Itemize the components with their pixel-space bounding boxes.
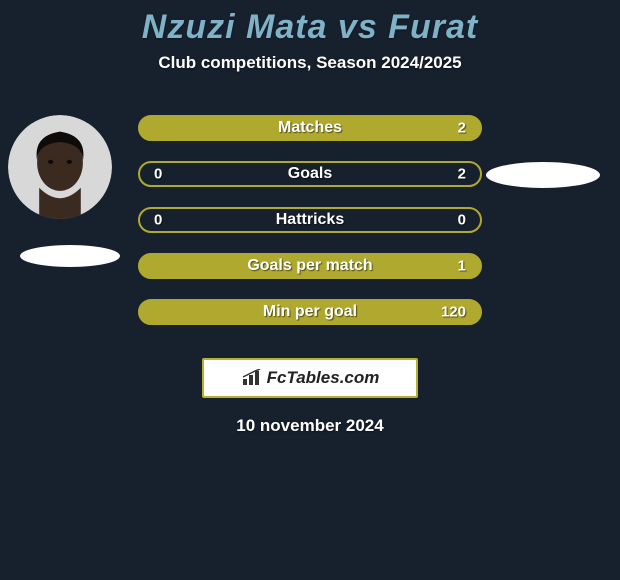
stats-area: Matches 2 Goals 0 2 Hattricks 0 0 Goals per matc… xyxy=(0,115,620,330)
stat-value-right: 2 xyxy=(458,120,466,137)
stat-rows: Matches 2 Goals 0 2 Hattricks 0 0 Goals per matc… xyxy=(138,115,482,345)
stat-row: Min per goal 120 xyxy=(138,299,482,325)
avatar-left-svg xyxy=(8,115,112,219)
stat-row: Hattricks 0 0 xyxy=(138,207,482,233)
stat-label: Goals per match xyxy=(247,257,372,275)
subtitle: Club competitions, Season 2024/2025 xyxy=(0,53,620,73)
stat-row: Matches 2 xyxy=(138,115,482,141)
stat-row: Goals 0 2 xyxy=(138,161,482,187)
stat-value-left: 0 xyxy=(154,166,162,183)
stat-label: Matches xyxy=(278,119,342,137)
player-right-badge xyxy=(486,162,600,188)
stat-value-right: 1 xyxy=(458,258,466,275)
date-text: 10 november 2024 xyxy=(0,416,620,436)
stat-label: Goals xyxy=(288,165,332,183)
fctables-text: FcTables.com xyxy=(267,368,380,388)
stat-value-right: 2 xyxy=(458,166,466,183)
player-left-badge xyxy=(20,245,120,267)
stat-value-right: 120 xyxy=(441,304,466,321)
stat-row: Goals per match 1 xyxy=(138,253,482,279)
comparison-card: Nzuzi Mata vs Furat Club competitions, S… xyxy=(0,0,620,580)
chart-icon xyxy=(241,369,263,387)
stat-value-right: 0 xyxy=(458,212,466,229)
stat-label: Min per goal xyxy=(263,303,357,321)
player-left-avatar xyxy=(8,115,112,219)
fctables-logo: FcTables.com xyxy=(202,358,418,398)
page-title: Nzuzi Mata vs Furat xyxy=(0,0,620,47)
stat-label: Hattricks xyxy=(276,211,344,229)
stat-value-left: 0 xyxy=(154,212,162,229)
